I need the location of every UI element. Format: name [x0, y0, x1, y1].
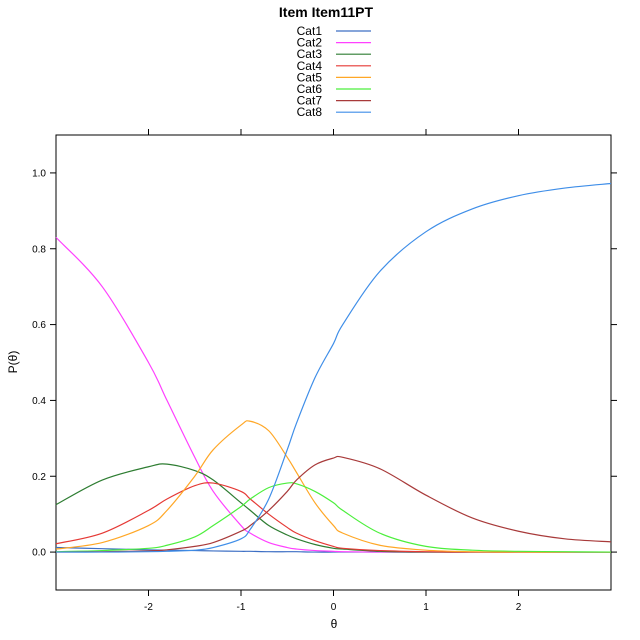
series-lines: [55, 182, 612, 553]
x-tick-label: 1: [423, 602, 429, 613]
legend-label-cat2: Cat2: [297, 36, 323, 50]
legend-label-cat6: Cat6: [297, 82, 323, 96]
series-line-cat3: [55, 463, 611, 553]
x-tick-label: 2: [516, 602, 522, 613]
x-tick-label: -1: [237, 602, 246, 613]
y-tick-label: 1.0: [32, 168, 46, 179]
y-tick-label: 0.6: [32, 320, 46, 331]
chart-title: Item Item11PT: [279, 4, 374, 20]
legend-label-cat1: Cat1: [297, 24, 323, 38]
legend-label-cat5: Cat5: [297, 70, 323, 84]
y-tick-label: 0.2: [32, 472, 46, 483]
y-tick-label: 0.4: [32, 396, 46, 407]
x-tick-label: 0: [331, 602, 337, 613]
y-axis-label: P(θ): [6, 351, 20, 374]
series-line-cat4: [55, 482, 611, 553]
y-tick-labels: 0.0 0.2 0.4 0.6 0.8 1.0: [32, 168, 46, 558]
plot-frame: [55, 134, 612, 591]
series-line-cat8: [55, 182, 612, 553]
axis-ticks: [50, 129, 617, 596]
legend-label-cat7: Cat7: [297, 94, 323, 108]
series-line-cat6: [55, 482, 612, 553]
series-line-cat5: [55, 420, 611, 553]
legend-label-cat4: Cat4: [297, 59, 323, 73]
series-line-cat2: [55, 236, 611, 553]
legend-label-cat8: Cat8: [297, 105, 323, 119]
y-tick-label: 0.0: [32, 548, 46, 559]
x-tick-labels: -2 -1 0 1 2: [144, 602, 522, 613]
series-line-cat7: [55, 455, 612, 553]
y-tick-label: 0.8: [32, 244, 46, 255]
x-axis-label: θ: [331, 617, 338, 631]
x-tick-label: -2: [144, 602, 153, 613]
legend-label-cat3: Cat3: [297, 47, 323, 61]
